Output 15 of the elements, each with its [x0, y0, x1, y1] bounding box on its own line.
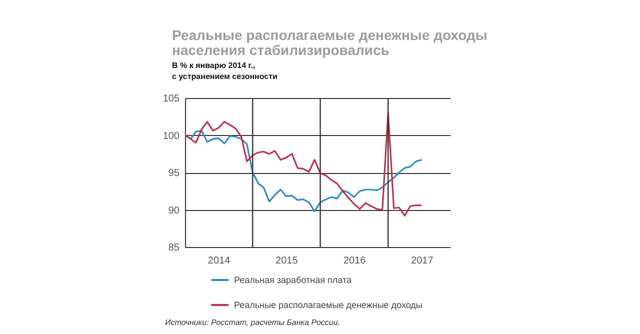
x-tick-label: 2017: [411, 256, 434, 266]
y-tick-label: 100: [162, 130, 180, 142]
x-tick-label: 2016: [343, 256, 366, 266]
x-tick-label: 2015: [276, 256, 298, 266]
y-tick-label: 95: [168, 168, 180, 179]
x-tick-label: 2014: [208, 256, 231, 266]
chart-subtitle: В % к январю 2014 г., с устранением сезонности: [172, 61, 278, 81]
y-tick-label: 90: [168, 205, 180, 216]
line-series: [184, 112, 422, 217]
text: Источники: Росстат, расчеты Банка России.: [165, 318, 340, 327]
legend-label: Реальные располагаемые денежные доходы: [234, 300, 422, 310]
chart-title: Реальные располагаемые денежные доходы населения стабилизировались: [172, 27, 488, 58]
y-tick-label: 85: [168, 242, 180, 254]
y-tick-label: 105: [162, 94, 180, 104]
legend-label: Реальная заработная плата: [234, 275, 352, 285]
